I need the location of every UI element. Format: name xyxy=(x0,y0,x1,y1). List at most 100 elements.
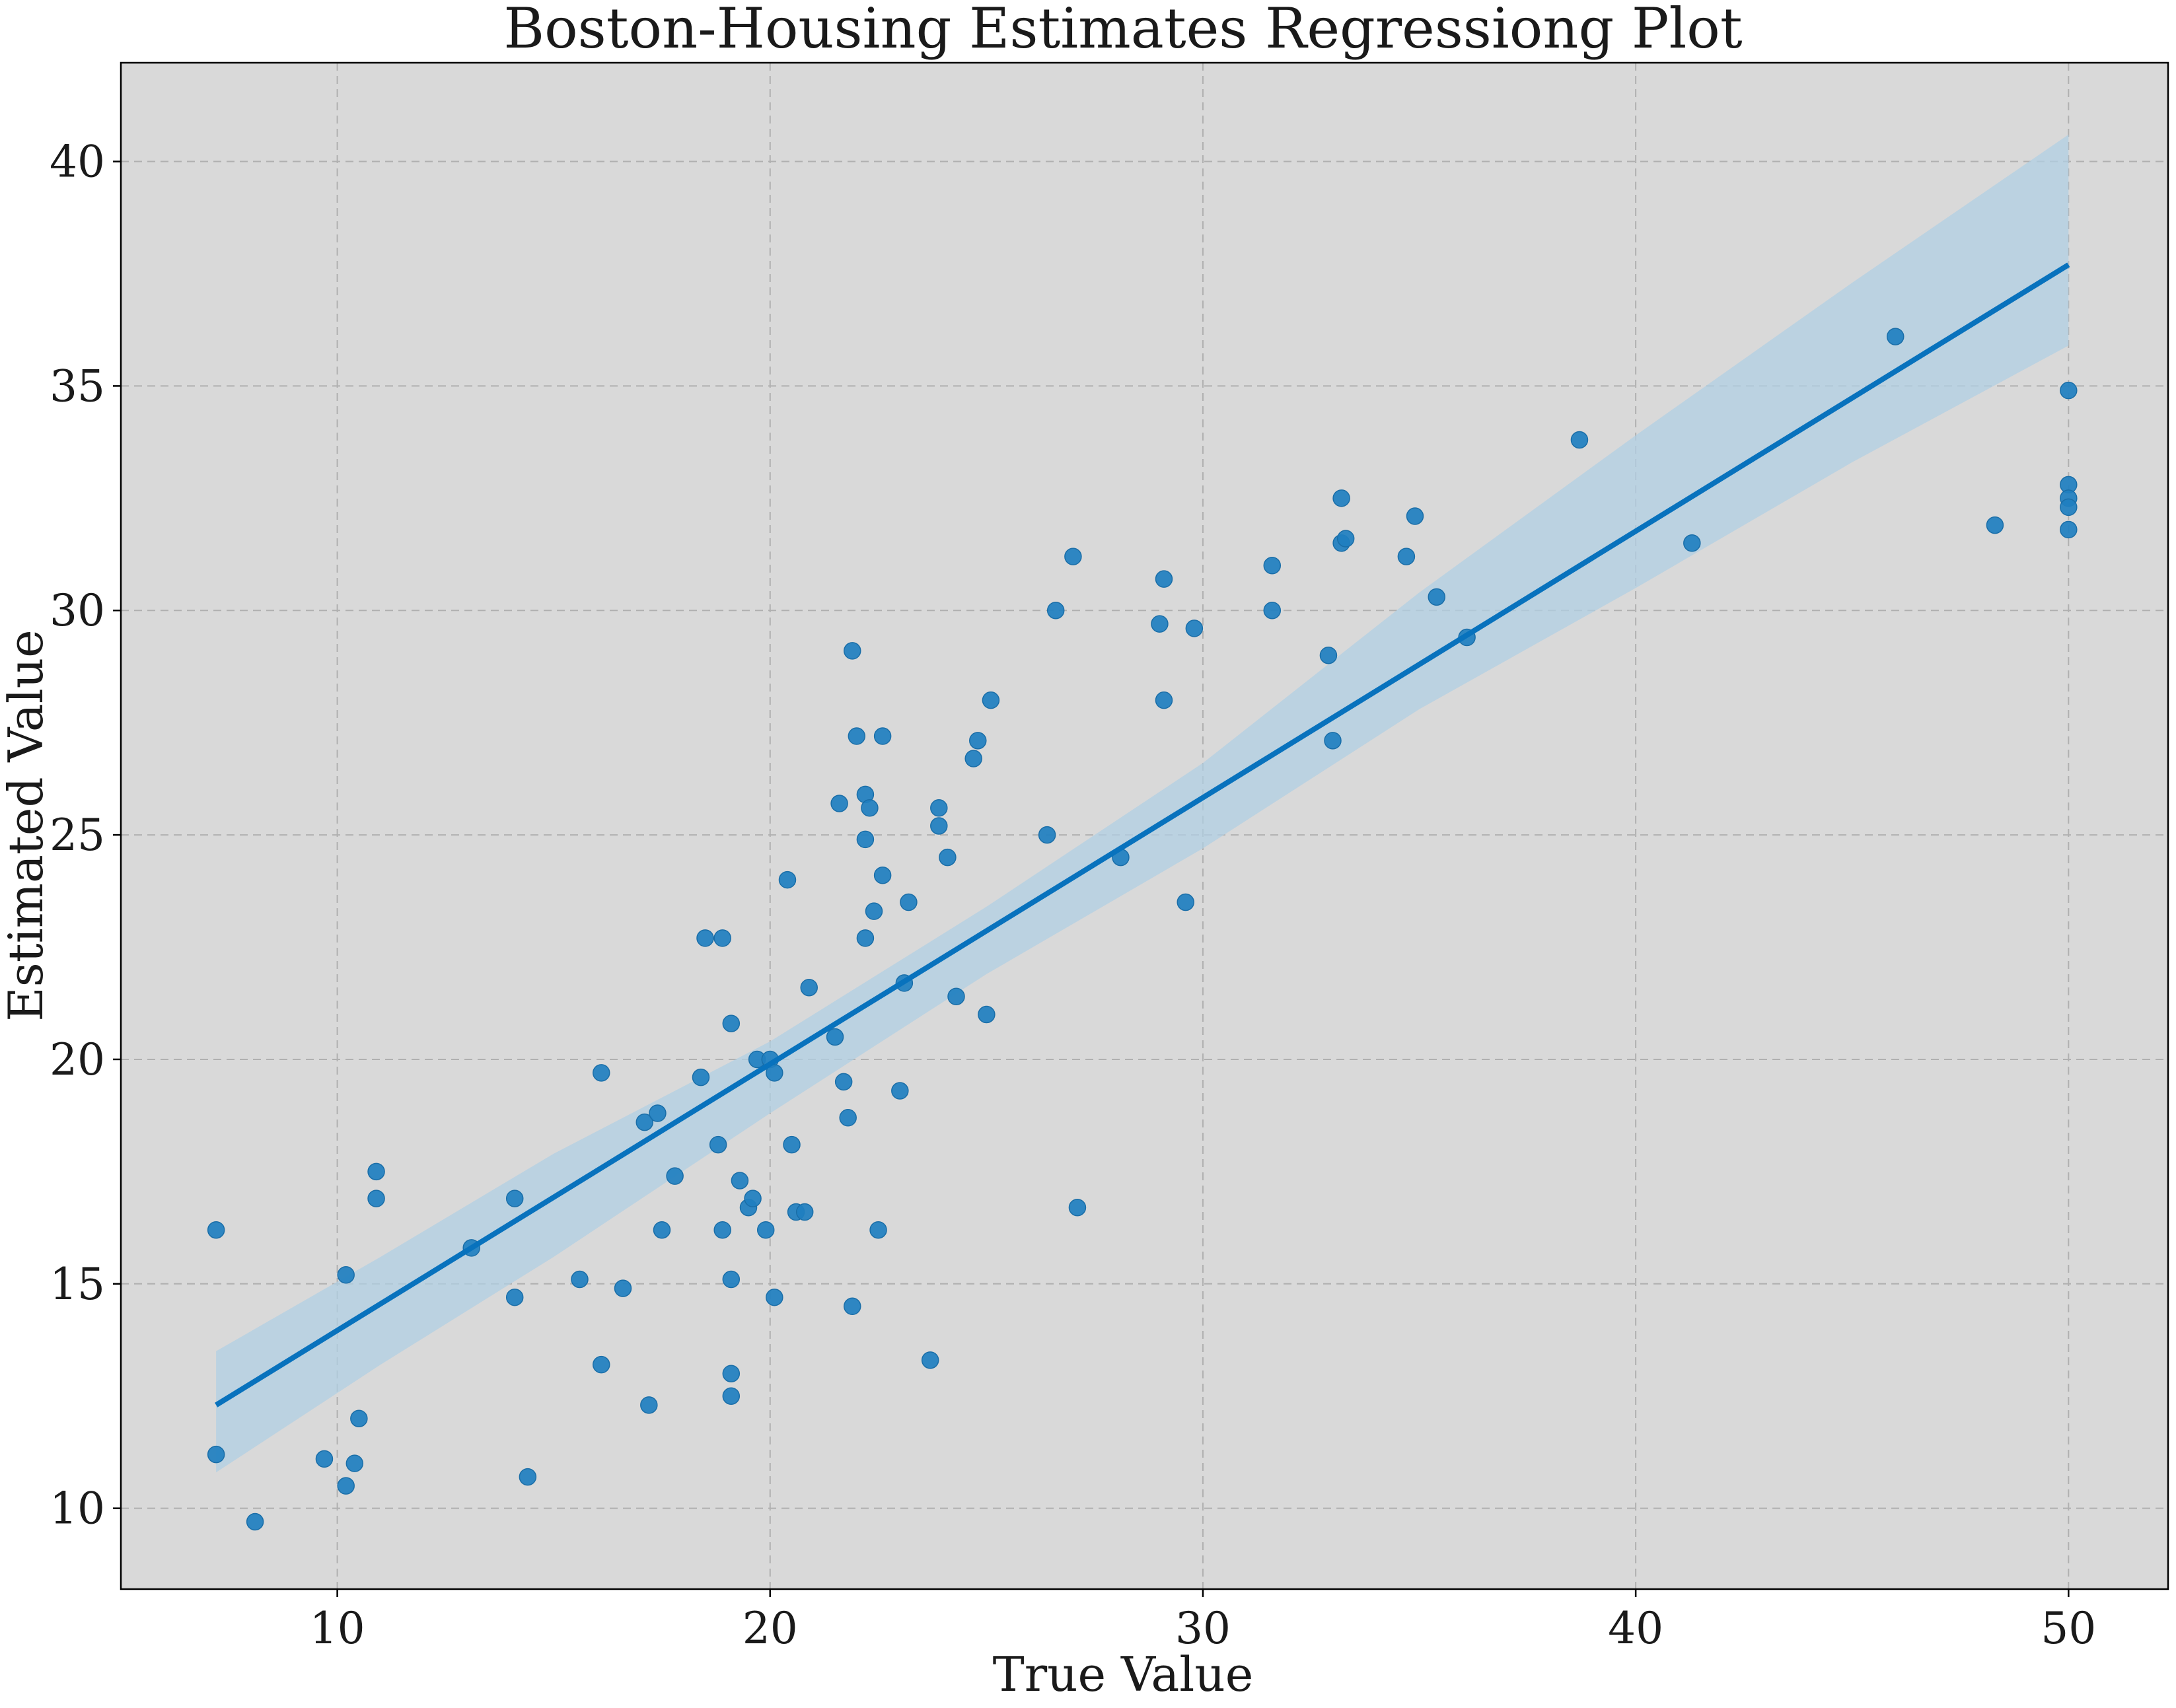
scatter-point xyxy=(1406,507,1424,525)
scatter-point xyxy=(834,1073,853,1091)
scatter-point xyxy=(1332,489,1350,507)
scatter-point xyxy=(1068,1199,1087,1217)
scatter-point xyxy=(964,750,982,767)
scatter-point xyxy=(345,1454,364,1472)
chart-title: Boston-Housing Estimates Regressiong Plo… xyxy=(503,0,1743,61)
y-axis-label: Estimated Value xyxy=(0,629,54,1022)
x-axis-ticks: 10 20 30 40 50 xyxy=(310,1589,2096,1654)
scatter-point xyxy=(756,1221,775,1239)
y-tick-label: 30 xyxy=(50,585,105,636)
scatter-point xyxy=(947,987,965,1006)
scatter-point xyxy=(1038,826,1056,844)
scatter-point xyxy=(766,1288,783,1306)
x-tick-label: 20 xyxy=(743,1603,798,1654)
scatter-point xyxy=(571,1270,589,1289)
scatter-point xyxy=(873,727,892,745)
scatter-point xyxy=(653,1221,671,1239)
regression-line xyxy=(215,262,2070,1407)
scatter-point xyxy=(692,1068,710,1086)
scatter-point xyxy=(891,1082,909,1100)
scatter-point xyxy=(930,799,948,817)
scatter-point xyxy=(839,1109,857,1127)
y-tick-label: 25 xyxy=(50,810,105,861)
scatter-point xyxy=(614,1279,632,1297)
scatter-point xyxy=(666,1167,684,1185)
scatter-point xyxy=(350,1409,368,1427)
scatter-point xyxy=(865,902,883,920)
scatter-point xyxy=(640,1396,658,1414)
scatter-point xyxy=(1570,431,1589,449)
scatter-point xyxy=(1046,601,1065,620)
scatter-point xyxy=(709,1135,727,1154)
scatter-point xyxy=(766,1064,783,1082)
scatter-point xyxy=(848,727,866,745)
scatter-point xyxy=(783,1135,801,1154)
y-tick-label: 40 xyxy=(50,137,105,188)
x-tick-label: 50 xyxy=(2041,1603,2096,1654)
scatter-point xyxy=(722,1387,741,1405)
y-tick-label: 35 xyxy=(50,361,105,411)
scatter-point xyxy=(207,1221,225,1239)
scatter-point xyxy=(2060,381,2078,400)
scatter-point xyxy=(744,1190,762,1207)
scatter-point xyxy=(1683,534,1701,552)
y-axis-ticks: 10 15 20 25 30 35 40 xyxy=(50,137,121,1534)
scatter-point xyxy=(1185,620,1204,637)
scatter-point xyxy=(1155,691,1173,709)
scatter-point xyxy=(713,1221,731,1239)
scatter-point xyxy=(713,929,731,947)
scatter-point xyxy=(207,1445,225,1464)
plot-frame xyxy=(120,61,2169,1590)
scatter-point xyxy=(861,799,879,817)
plot-area xyxy=(120,61,2169,1590)
scatter-point xyxy=(519,1468,537,1486)
scatter-point xyxy=(337,1265,355,1284)
scatter-point xyxy=(1428,588,1445,606)
x-tick-label: 10 xyxy=(310,1603,365,1654)
x-axis-label: True Value xyxy=(993,1647,1254,1702)
scatter-point xyxy=(592,1355,610,1374)
scatter-point xyxy=(869,1221,887,1239)
scatter-point xyxy=(722,1365,741,1382)
scatter-point xyxy=(800,978,818,997)
scatter-point xyxy=(2060,498,2078,516)
scatter-point xyxy=(1155,570,1173,588)
scatter-point xyxy=(1336,530,1355,548)
scatter-point xyxy=(1263,557,1282,575)
scatter-point xyxy=(731,1172,749,1190)
scatter-point xyxy=(844,1297,861,1316)
y-tick-label: 15 xyxy=(50,1259,105,1310)
scatter-point xyxy=(969,732,987,750)
scatter-point xyxy=(856,830,875,849)
y-tick-label: 10 xyxy=(50,1483,105,1534)
y-tick-label: 20 xyxy=(50,1034,105,1085)
scatter-point xyxy=(982,691,1000,709)
scatter-point xyxy=(856,929,875,947)
scatter-point xyxy=(978,1005,996,1024)
scatter-point xyxy=(921,1351,939,1369)
scatter-point xyxy=(1324,732,1342,750)
scatter-point xyxy=(939,848,957,867)
scatter-point xyxy=(1986,516,2004,534)
scatter-point xyxy=(246,1512,264,1531)
scatter-point xyxy=(1177,893,1194,911)
scatter-point xyxy=(315,1450,334,1468)
scatter-point xyxy=(1064,548,1082,565)
x-tick-label: 30 xyxy=(1175,1603,1231,1654)
scatter-point xyxy=(900,893,918,911)
scatter-point xyxy=(1151,615,1169,633)
scatter-point xyxy=(1263,601,1282,620)
scatter-point xyxy=(873,867,892,884)
scatter-point xyxy=(696,929,714,947)
scatter-point xyxy=(1319,646,1338,664)
scatter-point xyxy=(505,1288,524,1306)
scatter-point xyxy=(778,871,797,889)
scatter-point xyxy=(826,1028,844,1046)
confidence-band xyxy=(216,134,2069,1473)
scatter-point xyxy=(635,1113,654,1131)
scatter-point xyxy=(592,1064,610,1082)
scatter-point xyxy=(1886,328,1904,345)
scatter-points xyxy=(207,328,2078,1531)
scatter-point xyxy=(505,1190,524,1207)
